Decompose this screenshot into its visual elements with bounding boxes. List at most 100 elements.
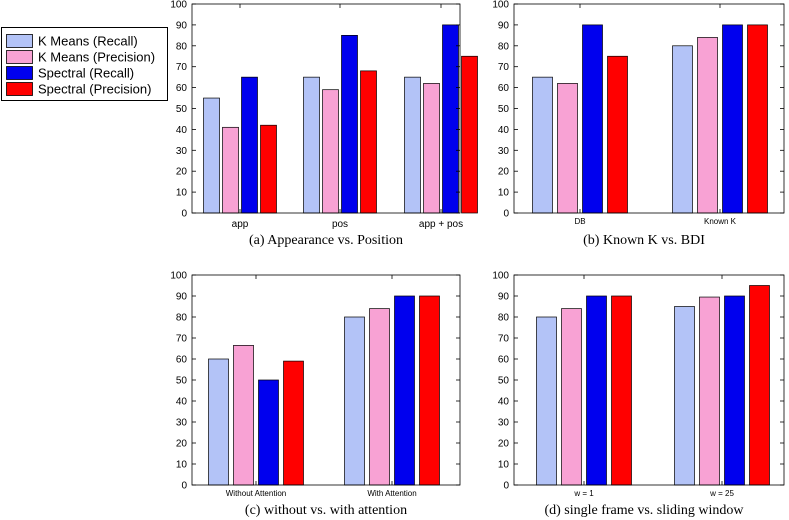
y-tick-label: 100 <box>492 0 509 11</box>
y-tick-label: 80 <box>176 313 188 324</box>
y-tick-label: 30 <box>498 146 510 157</box>
y-tick-label: 50 <box>176 376 188 387</box>
bar <box>699 296 720 486</box>
bar <box>241 76 258 214</box>
chart-caption: (b) Known K vs. BDI <box>583 233 705 248</box>
y-tick-label: 100 <box>492 271 509 282</box>
x-tick-label: DB <box>574 217 585 226</box>
y-tick-label: 20 <box>176 439 188 450</box>
y-tick-label: 0 <box>181 481 187 492</box>
chart-caption: (c) without vs. with attention <box>245 503 407 518</box>
bar <box>203 97 220 214</box>
y-tick-label: 90 <box>176 20 188 31</box>
bar <box>674 306 695 486</box>
y-tick-label: 80 <box>498 313 510 324</box>
bar <box>749 285 770 486</box>
x-tick-label: pos <box>332 219 348 230</box>
y-tick-label: 20 <box>498 167 510 178</box>
y-tick-label: 70 <box>498 62 510 73</box>
y-tick-label: 80 <box>498 41 510 52</box>
legend-label: Spectral (Recall) <box>38 66 134 81</box>
axes-box <box>513 3 785 214</box>
bar <box>344 316 365 486</box>
y-tick-label: 0 <box>503 481 509 492</box>
y-tick-label: 40 <box>498 125 510 136</box>
legend-swatch <box>6 66 33 80</box>
y-tick-label: 60 <box>498 355 510 366</box>
legend-swatch <box>6 82 33 96</box>
y-tick-label: 90 <box>498 20 510 31</box>
chart-panel: 0 10 20 30 40 50 60 70 80 90 100 w = 1 w = 25 (d) sin… <box>492 271 785 518</box>
bar <box>442 24 459 214</box>
bar <box>208 358 229 486</box>
y-tick-label: 70 <box>498 334 510 345</box>
chart-panel: 0 10 20 30 40 50 60 70 80 90 100 Without Attention W… <box>170 271 461 518</box>
bar <box>532 76 553 214</box>
x-tick-label: Known K <box>704 217 737 226</box>
y-tick-label: 40 <box>176 397 188 408</box>
y-tick-label: 100 <box>170 0 187 11</box>
bar <box>394 295 415 486</box>
bar <box>369 308 390 486</box>
bar <box>722 24 743 214</box>
chart-caption: (a) Appearance vs. Position <box>249 233 403 248</box>
bar <box>586 295 607 486</box>
y-tick-label: 30 <box>176 418 188 429</box>
bar <box>536 316 557 486</box>
y-tick-label: 30 <box>176 146 188 157</box>
y-tick-label: 10 <box>498 188 510 199</box>
y-tick-label: 100 <box>170 271 187 282</box>
y-tick-label: 10 <box>498 460 510 471</box>
x-tick-label: Without Attention <box>226 489 286 498</box>
y-tick-label: 50 <box>498 104 510 115</box>
bar <box>611 295 632 486</box>
y-tick-label: 20 <box>176 167 188 178</box>
chart-panel: 0 10 20 30 40 50 60 70 80 90 100 app pos app + pos (a)… <box>170 0 478 248</box>
bar <box>222 126 239 214</box>
y-tick-label: 80 <box>176 41 188 52</box>
legend-swatch <box>6 34 33 48</box>
bar <box>697 37 718 214</box>
y-tick-label: 50 <box>176 104 188 115</box>
legend-label: K Means (Recall) <box>38 34 138 49</box>
bar <box>747 24 768 214</box>
bar <box>260 124 277 214</box>
chart-panel: 0 10 20 30 40 50 60 70 80 90 100 DB Known K (b) Known… <box>492 0 785 248</box>
bar <box>233 345 254 486</box>
y-tick-label: 50 <box>498 376 510 387</box>
bar <box>724 295 745 486</box>
x-tick-label: w = 25 <box>709 489 734 498</box>
y-tick-label: 70 <box>176 334 188 345</box>
bar <box>423 83 440 214</box>
y-tick-label: 40 <box>498 397 510 408</box>
y-tick-label: 90 <box>498 292 510 303</box>
y-tick-label: 40 <box>176 125 188 136</box>
bar <box>561 308 582 486</box>
y-tick-label: 60 <box>176 355 188 366</box>
bar <box>360 70 377 214</box>
chart-caption: (d) single frame vs. sliding window <box>544 503 744 518</box>
bar <box>283 360 304 486</box>
y-tick-label: 0 <box>503 209 509 220</box>
x-tick-label: With Attention <box>367 489 416 498</box>
legend-label: Spectral (Precision) <box>38 82 151 97</box>
y-tick-label: 90 <box>176 292 188 303</box>
bar <box>461 55 478 214</box>
bar <box>258 379 279 486</box>
legend-label: K Means (Precision) <box>38 50 155 65</box>
y-tick-label: 10 <box>176 460 188 471</box>
y-tick-label: 60 <box>176 83 188 94</box>
bar <box>303 76 320 214</box>
x-tick-label: app + pos <box>419 219 463 230</box>
y-tick-label: 10 <box>176 188 188 199</box>
bar <box>341 34 358 214</box>
bar <box>404 76 421 214</box>
y-tick-label: 0 <box>181 209 187 220</box>
bar <box>672 45 693 214</box>
legend-swatch <box>6 50 33 64</box>
bar <box>322 89 339 214</box>
bar <box>607 55 628 214</box>
x-tick-label: app <box>232 219 249 230</box>
